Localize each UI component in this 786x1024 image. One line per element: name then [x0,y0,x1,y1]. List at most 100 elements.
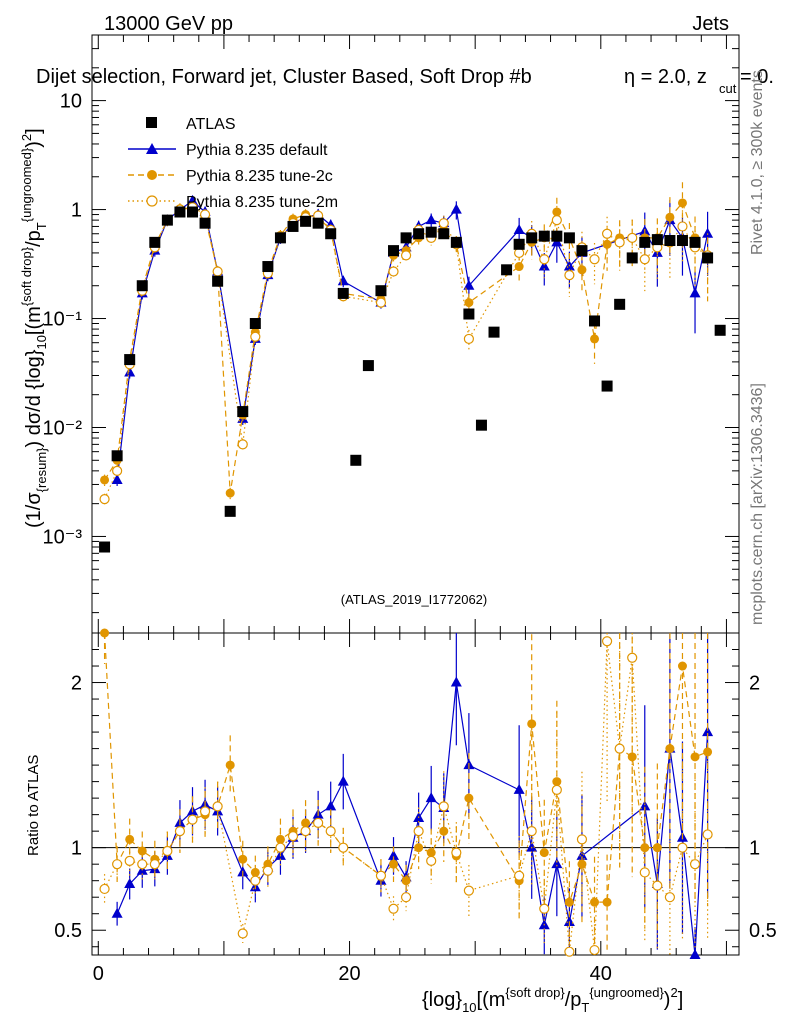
point-tune2m [539,254,550,265]
point-default [111,473,123,484]
point-atlas [111,450,123,462]
ratio-point-tune2m [702,829,713,840]
ratio-point-tune2m [601,636,613,647]
point-atlas [413,228,425,240]
x-tick-label: 0 [93,963,104,985]
ratio-point-tune2m [262,865,273,876]
ratio-point-tune2c [677,661,687,671]
point-tune2c [577,265,587,275]
ratio-point-tune2m [338,842,349,853]
y-tick-label: 10⁻² [43,417,83,439]
point-atlas [513,238,525,250]
point-atlas [124,354,136,366]
ratio-point-default [124,877,136,888]
point-atlas [136,280,148,292]
point-tune2m [627,232,638,243]
ratio-point-default [702,726,714,737]
legend-label-tune2c: Pythia 8.235 tune-2c [186,168,333,185]
ratio-y-tick-label-right: 1 [749,838,760,860]
point-atlas [563,232,575,244]
point-default [702,227,714,238]
point-atlas [99,541,111,553]
ratio-y-tick-label: 0.5 [54,920,82,942]
point-atlas [425,226,437,238]
point-atlas [400,232,412,244]
point-atlas [576,245,588,257]
main-y-axis-label: (1/σ{resum}) dσ/d {log}10[(m{soft drop}/… [19,128,49,528]
point-default [124,366,136,377]
ratio-point-tune2m [237,928,248,939]
point-atlas [287,220,299,232]
ratio-point-default [689,949,701,959]
ratio-point-tune2m [174,826,186,837]
ratio-y-tick-label: 1 [71,838,82,860]
point-atlas [639,236,651,248]
ratio-point-tune2m [162,845,173,857]
ratio-point-tune2m [187,814,198,825]
ratio-point-tune2m [112,859,123,870]
ratio-point-tune2m [199,806,211,817]
point-atlas [526,232,538,244]
point-tune2m [639,254,650,265]
ratio-point-default [425,792,437,803]
point-atlas [614,298,626,310]
point-tune2m [614,237,625,248]
ratio-point-tune2m [400,892,412,903]
ratio-point-tune2m [627,652,638,663]
ratio-point-tune2m [212,801,223,812]
point-tune2c [590,334,600,344]
point-atlas [463,308,475,320]
ratio-point-default [325,800,337,811]
point-tune2c [464,298,474,308]
ratio-point-tune2m [463,885,474,896]
rivet-version: Rivet 4.1.0, ≥ 300k events [749,70,766,255]
point-atlas [388,245,400,257]
ratio-point-default [513,783,525,794]
ratio-plot-frame [91,632,740,956]
point-atlas [187,206,199,218]
ratio-line-tune2m [104,641,709,952]
ratio-point-tune2c [539,848,549,858]
point-atlas [488,326,500,338]
point-tune2m [375,297,387,308]
ratio-point-tune2c [100,628,110,638]
ratio-point-tune2c [627,752,637,762]
ratio-point-tune2m [413,826,424,837]
mcplots-credit: mcplots.cern.ch [arXiv:1306.3436] [749,383,766,625]
ratio-point-tune2m [99,883,110,895]
point-tune2m [400,250,412,261]
point-default [538,260,550,271]
point-atlas [375,285,387,297]
point-default [689,287,701,298]
ratio-point-tune2m [426,855,437,866]
ratio-point-tune2c [125,834,135,844]
point-tune2c [514,262,524,272]
point-default [425,214,437,225]
ratio-point-default [337,775,349,786]
ratio-point-tune2m [287,831,299,842]
point-atlas [199,217,211,229]
legend-label-atlas: ATLAS [186,116,236,133]
ratio-y-tick-label: 2 [71,673,82,695]
point-tune2m [438,218,449,229]
ratio-point-tune2m [388,903,399,914]
point-default [513,223,525,234]
ratio-point-tune2m [664,892,676,903]
point-tune2m [99,494,110,505]
ratio-point-tune2m [539,903,550,914]
ratio-point-tune2c [389,859,399,869]
legend-marker-atlas [146,117,157,128]
y-tick-label: 10 [60,91,82,113]
point-tune2c [225,488,235,498]
ratio-point-tune2m [564,946,575,957]
point-atlas [551,230,563,242]
point-default [463,279,475,290]
point-tune2m [388,266,399,277]
legend-marker-tune2c [147,170,157,180]
ratio-point-default [111,907,123,918]
x-tick-label: 40 [590,963,612,985]
point-atlas [212,275,224,287]
point-atlas [450,236,462,248]
legend-marker-default [146,143,158,154]
x-tick-label: 20 [338,963,360,985]
